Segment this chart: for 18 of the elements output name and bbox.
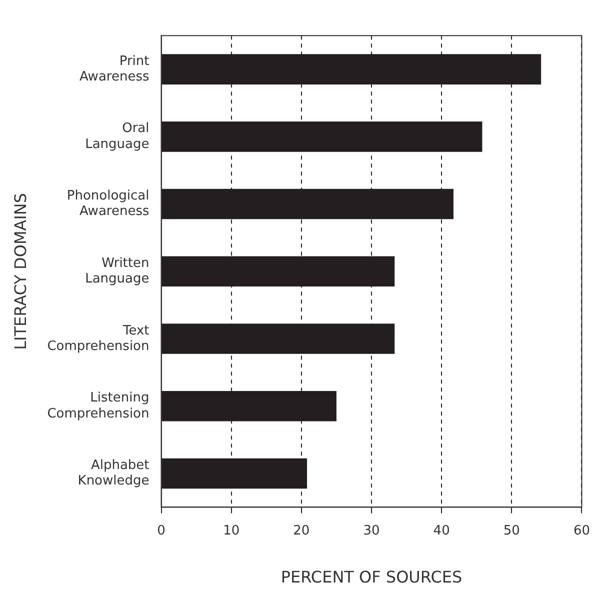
y-tick-label: Listening Comprehension: [47, 390, 150, 422]
y-tick-label: Oral Language: [85, 121, 150, 152]
bar: [162, 122, 482, 152]
x-tick-label: 60: [573, 523, 590, 538]
x-tick-label: 10: [223, 523, 240, 538]
y-tick-label: Phonological Awareness: [66, 188, 150, 220]
y-tick-label: Written Language: [85, 256, 150, 287]
x-tick-label: 40: [433, 523, 450, 538]
x-tick-label: 30: [363, 523, 380, 538]
x-axis-title: PERCENT OF SOURCES: [280, 568, 462, 587]
y-tick-label: Print Awareness: [79, 54, 150, 84]
x-tick-label: 0: [157, 523, 166, 538]
y-tick-label: Text Comprehension: [47, 323, 150, 354]
bar: [162, 458, 308, 489]
y-tick-label: Alphabet Knowledge: [78, 458, 150, 489]
x-tick-label: 50: [503, 523, 520, 538]
x-tick-label: 20: [293, 523, 310, 538]
y-axis-title: LITERACY DOMAINS: [10, 192, 30, 350]
